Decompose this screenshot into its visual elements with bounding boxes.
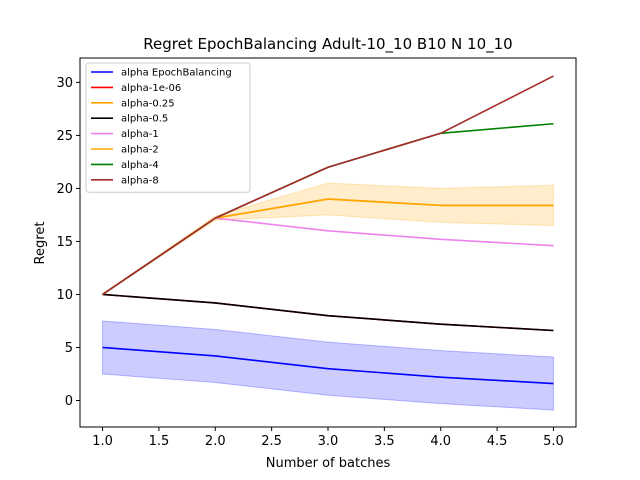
- band-0: [102, 320, 554, 411]
- y-axis-label: Regret: [33, 222, 48, 265]
- legend: alpha EpochBalancing alpha-1e-06 alpha-0.2…: [85, 62, 251, 193]
- y-axis-ticks: 0 5 10 15 20 25 30: [56, 76, 80, 409]
- series-line-0: [102, 346, 554, 385]
- legend-label-3: alpha-0.5: [121, 114, 168, 125]
- legend-label-7: alpha-8: [121, 175, 159, 186]
- x-axis-ticks: 1.0 1.5 2.0 2.5 3.0 3.5 4.0 4.5 5.0: [92, 427, 564, 449]
- chart-title: Regret EpochBalancing Adult-10_10 B10 N …: [143, 35, 512, 54]
- y-tick-label: 5: [65, 341, 73, 356]
- x-tick-label: 4.0: [430, 434, 451, 449]
- legend-box: [85, 62, 251, 193]
- legend-label-6: alpha-4: [121, 160, 159, 171]
- y-tick-label: 30: [56, 76, 73, 91]
- x-tick-label: 3.0: [318, 434, 339, 449]
- legend-label-0: alpha EpochBalancing: [121, 68, 232, 79]
- x-tick-label: 3.5: [374, 434, 395, 449]
- x-tick-label: 1.5: [149, 434, 170, 449]
- y-tick-label: 25: [56, 129, 73, 144]
- x-tick-label: 2.0: [205, 434, 226, 449]
- legend-label-4: alpha-1: [121, 129, 159, 140]
- x-axis-label: Number of batches: [266, 456, 391, 471]
- legend-label-2: alpha-0.25: [121, 98, 175, 109]
- y-tick-label: 10: [56, 288, 73, 303]
- x-tick-label: 5.0: [543, 434, 564, 449]
- legend-label-5: alpha-2: [121, 145, 159, 156]
- series-line-7: [102, 75, 554, 296]
- y-tick-label: 20: [56, 182, 73, 197]
- x-tick-label: 4.5: [487, 434, 508, 449]
- x-tick-label: 2.5: [261, 434, 282, 449]
- legend-label-1: alpha-1e-06: [121, 83, 181, 94]
- series-lines: [102, 75, 554, 385]
- x-tick-label: 1.0: [92, 434, 113, 449]
- y-tick-label: 0: [65, 394, 73, 409]
- series-line-3: [102, 293, 554, 332]
- y-tick-label: 15: [56, 235, 73, 250]
